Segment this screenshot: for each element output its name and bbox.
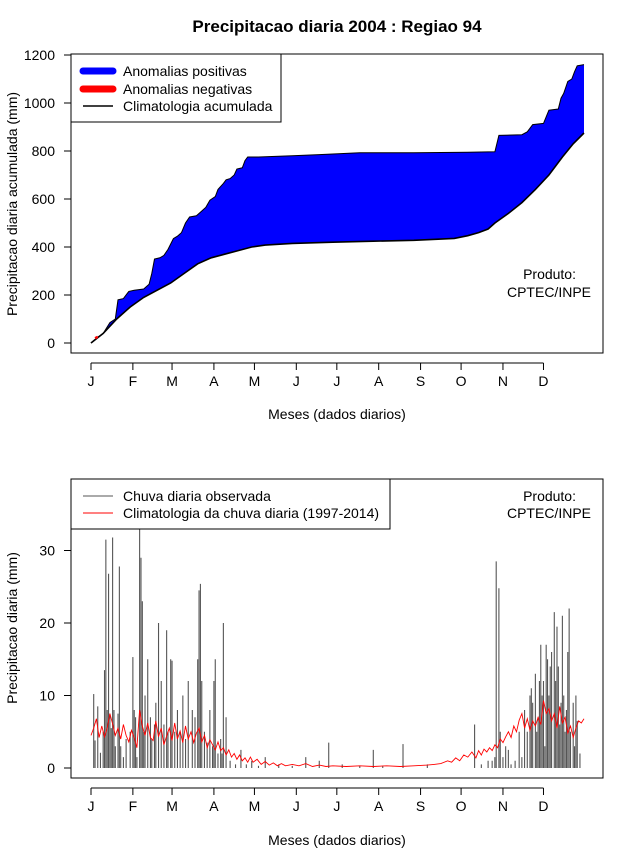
top-y-tick-label: 1000: [24, 95, 55, 111]
bottom-x-tick-label: A: [374, 798, 384, 814]
top-x-tick-label: M: [166, 373, 178, 389]
top-x-tick-label: A: [209, 373, 219, 389]
top-x-tick-label: O: [456, 373, 467, 389]
accumulated-chart: 0 200 400 600 800 1000 1200 J F M A M J J A S O N D Preci…: [4, 47, 604, 422]
top-y-tick-label: 200: [32, 287, 56, 303]
daily-climatology-line: [90, 700, 585, 767]
bottom-x-tick-label: F: [129, 798, 138, 814]
bottom-x-tick-label: M: [249, 798, 261, 814]
bottom-legend-box: [70, 478, 391, 530]
bottom-y-tick-label: 10: [39, 688, 55, 704]
top-x-tick-label: D: [538, 373, 548, 389]
legend-climatology-label: Climatologia acumulada: [123, 98, 273, 114]
bottom-x-tick-label: J: [333, 798, 340, 814]
bottom-x-tick-label: J: [88, 798, 95, 814]
product-note-bottom-line1: Produto:: [523, 488, 576, 504]
top-y-tick-label: 400: [32, 239, 56, 255]
top-x-tick-label: N: [498, 373, 508, 389]
product-note-bottom-line2: CPTEC/INPE: [507, 505, 591, 521]
observed-rain-bars: [93, 528, 581, 768]
bottom-x-axis-label: Meses (dados diarios): [268, 832, 406, 848]
top-y-tick-label: 1200: [24, 47, 55, 63]
bottom-x-tick-label: N: [498, 798, 508, 814]
legend-positive-label: Anomalias positivas: [123, 63, 247, 79]
negative-anomaly-mark: [94, 335, 99, 340]
legend-negative-label: Anomalias negativas: [123, 81, 252, 97]
product-note-line1: Produto:: [523, 266, 576, 282]
top-x-tick-label: J: [293, 373, 300, 389]
top-x-tick-label: A: [374, 373, 384, 389]
top-y-axis-label: Precipitacao diaria acumulada (mm): [4, 92, 20, 316]
daily-chart: 0 10 20 30 J F M A M J J A S O N D Precipitacao diaria…: [4, 478, 604, 848]
bottom-y-axis: 0 10 20 30: [39, 543, 72, 776]
top-y-axis: 0 200 400 600 800 1000 1200: [24, 47, 72, 351]
top-x-tick-label: J: [333, 373, 340, 389]
accumulated-climatology-line: [90, 132, 585, 344]
observed-accumulated-line: [90, 64, 585, 344]
top-y-tick-label: 600: [32, 191, 56, 207]
bottom-x-tick-label: J: [293, 798, 300, 814]
top-x-tick-label: M: [249, 373, 261, 389]
bottom-x-tick-label: O: [456, 798, 467, 814]
bottom-x-tick-label: D: [538, 798, 548, 814]
legend-observed-label: Chuva diaria observada: [123, 488, 271, 504]
bottom-y-axis-label: Precipitacao diaria (mm): [4, 552, 20, 704]
bottom-x-tick-label: A: [209, 798, 219, 814]
top-x-tick-label: S: [416, 373, 425, 389]
bottom-legend: Chuva diaria observada Climatologia da c…: [70, 478, 391, 530]
top-y-tick-label: 0: [47, 335, 55, 351]
top-x-axis-label: Meses (dados diarios): [268, 406, 406, 422]
top-x-tick-label: J: [88, 373, 95, 389]
top-legend: Anomalias positivas Anomalias negativas …: [70, 53, 282, 123]
figure-title: Precipitacao diaria 2004 : Regiao 94: [192, 17, 482, 36]
bottom-y-tick-label: 0: [47, 760, 55, 776]
positive-anomaly-area: [91, 64, 584, 343]
top-x-tick-label: F: [129, 373, 138, 389]
bottom-y-tick-label: 30: [39, 543, 55, 559]
top-y-tick-label: 800: [32, 143, 56, 159]
bottom-y-tick-label: 20: [39, 615, 55, 631]
product-note-line2: CPTEC/INPE: [507, 284, 591, 300]
bottom-x-tick-label: S: [416, 798, 425, 814]
legend-daily-climatology-label: Climatologia da chuva diaria (1997-2014): [123, 505, 379, 521]
bottom-x-tick-label: M: [166, 798, 178, 814]
